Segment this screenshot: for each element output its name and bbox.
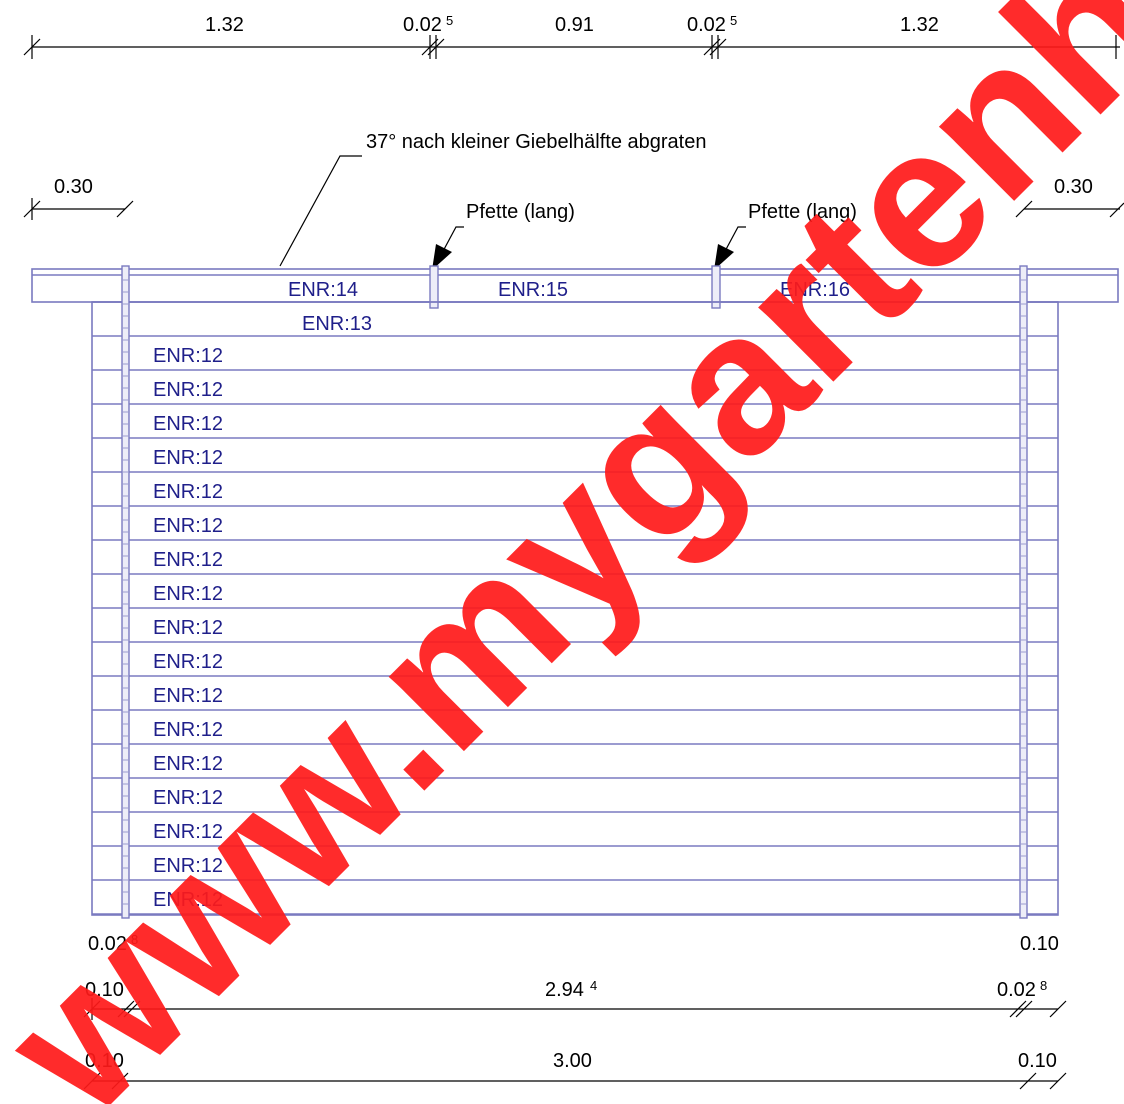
dim-top-3: 0.91	[555, 14, 594, 36]
wall-board-label: ENR:12	[153, 447, 223, 469]
dim-overhang-right: 0.30	[1054, 176, 1093, 198]
top-dimension-chain: 1.32 0.02 5 0.91 0.02 5 1.32	[23, 13, 1120, 59]
wall-board-label: ENR:12	[153, 549, 223, 571]
overhang-dimensions: 0.30 0.30	[23, 176, 1124, 220]
wall-board-label: ENR:12	[153, 345, 223, 367]
bottom-dimensions: 0.02 8 0.10 0.10 2.94 4 0.02 8 0.10 3.00…	[83, 932, 1067, 1090]
wall-board-label: ENR:12	[153, 583, 223, 605]
purlin-right-label: Pfette (lang)	[748, 201, 857, 223]
wall-board-label: ENR:12	[153, 753, 223, 775]
dim-row3-3: 0.10	[1018, 1050, 1057, 1072]
dim-row2-2: 2.94	[545, 979, 584, 1001]
dim-post-right: 0.10	[1020, 933, 1059, 955]
wall-board-label: ENR:12	[153, 889, 223, 911]
dim-top-4-sup: 5	[730, 13, 737, 28]
wall-board-label: ENR:12	[153, 515, 223, 537]
dim-top-5: 1.32	[900, 14, 939, 36]
dim-overhang-left: 0.30	[54, 176, 93, 198]
enr-top-beam-3: ENR:16	[780, 279, 850, 301]
wall-board-label: ENR:12	[153, 481, 223, 503]
dim-row2-3: 0.02	[997, 979, 1036, 1001]
dim-top-4: 0.02	[687, 14, 726, 36]
wall-board-label: ENR:12	[153, 787, 223, 809]
wall-board-label: ENR:12	[153, 855, 223, 877]
wall-board-label: ENR:12	[153, 685, 223, 707]
dim-top-2: 0.02	[403, 14, 442, 36]
purlin-left	[429, 265, 439, 309]
gable-note-text: 37° nach kleiner Giebelhälfte abgraten	[366, 131, 706, 153]
wall-board-label: ENR:12	[153, 719, 223, 741]
gable-note: 37° nach kleiner Giebelhälfte abgraten	[279, 131, 706, 267]
wall-board-label: ENR:12	[153, 821, 223, 843]
enr-top-beam-2: ENR:15	[498, 279, 568, 301]
purlin-callouts: Pfette (lang) Pfette (lang)	[432, 201, 857, 270]
dim-post-left: 0.02	[88, 933, 127, 955]
dim-row2-1: 0.10	[85, 979, 124, 1001]
wall-board-label: ENR:12	[153, 617, 223, 639]
enr-gable-beam: ENR:13	[302, 313, 372, 335]
dim-row2-3-sup: 8	[1040, 978, 1047, 993]
dim-row3-2: 3.00	[553, 1050, 592, 1072]
dim-top-1: 1.32	[205, 14, 244, 36]
wall-elevation: ENR:14 ENR:15 ENR:16 ENR:13 ENR:12 ENR:12…	[31, 265, 1119, 919]
wall-board-label: ENR:12	[153, 413, 223, 435]
wall-board-label: ENR:12	[153, 651, 223, 673]
dim-post-left-sup: 8	[131, 932, 138, 947]
purlin-right	[711, 265, 721, 309]
dim-row3-1: 0.10	[85, 1050, 124, 1072]
dim-top-2-sup: 5	[446, 13, 453, 28]
dim-row2-2-sup: 4	[590, 978, 597, 993]
wall-board-label: ENR:12	[153, 379, 223, 401]
purlin-left-label: Pfette (lang)	[466, 201, 575, 223]
enr-top-beam-1: ENR:14	[288, 279, 358, 301]
